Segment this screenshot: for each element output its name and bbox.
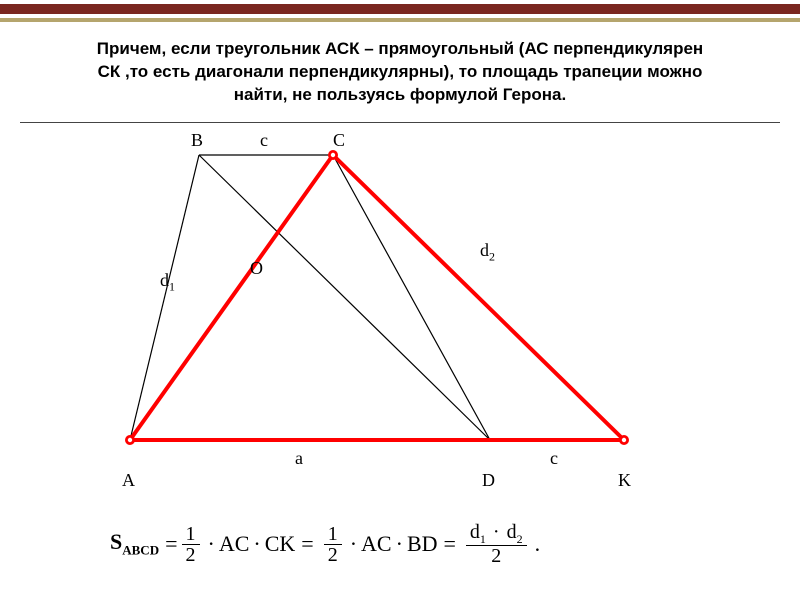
bar-primary — [0, 4, 800, 14]
mul4: · — [396, 531, 403, 557]
eq2: = — [301, 531, 313, 557]
header-bars — [0, 0, 800, 20]
frac-half-2: 1 2 — [324, 524, 342, 565]
formula-lhs: SABCD — [110, 529, 159, 558]
label-K: K — [618, 470, 631, 491]
den-2: 2 — [487, 546, 505, 566]
label-d1: d1 — [160, 270, 175, 295]
half-den-2: 2 — [324, 545, 342, 565]
formula-end: . — [535, 531, 541, 557]
term-AC-2: AC — [361, 531, 392, 557]
label-O: O — [250, 258, 263, 279]
label-c-top: c — [260, 130, 268, 151]
bar-accent — [0, 18, 800, 22]
diagonal-BD — [199, 155, 490, 440]
term-CK: CK — [265, 531, 296, 557]
term-AC-1: AC — [219, 531, 250, 557]
frac-d1d2: d1 · d2 2 — [466, 522, 527, 566]
label-A: A — [122, 470, 135, 491]
area-formula: SABCD = 1 2 · AC · CK = 1 2 · AC · BD = … — [110, 522, 540, 566]
title-line-2: СК ,то есть диагонали перпендикулярны), … — [50, 61, 750, 84]
label-c-bottom: c — [550, 448, 558, 469]
title-line-3: найти, не пользуясь формулой Герона. — [50, 84, 750, 107]
d1d2-num: d1 · d2 — [466, 522, 527, 545]
edge-CK — [333, 155, 624, 440]
label-d2: d2 — [480, 240, 495, 265]
half-num-1: 1 — [182, 524, 200, 544]
label-C: C — [333, 130, 345, 151]
vertices — [125, 150, 629, 445]
diagram-svg — [60, 130, 680, 500]
mul2: · — [253, 531, 260, 557]
mul3: · — [350, 531, 357, 557]
half-den-1: 2 — [182, 545, 200, 565]
term-BD: BD — [407, 531, 438, 557]
label-d1-sub: 1 — [169, 280, 175, 294]
title-line-1: Причем, если треугольник АСК – прямоугол… — [50, 38, 750, 61]
label-d1-text: d — [160, 270, 169, 290]
frac-half-1: 1 2 — [182, 524, 200, 565]
formula-S: S — [110, 529, 122, 554]
label-a: a — [295, 448, 303, 469]
eq1: = — [165, 531, 177, 557]
label-B: B — [191, 130, 203, 151]
label-d2-sub: 2 — [489, 250, 495, 264]
edge-CD — [333, 155, 490, 440]
half-num-2: 1 — [324, 524, 342, 544]
label-d2-text: d — [480, 240, 489, 260]
divider — [20, 122, 780, 123]
slide-title: Причем, если треугольник АСК – прямоугол… — [50, 38, 750, 107]
d1-s: 1 — [480, 532, 486, 546]
edge-AB — [130, 155, 199, 440]
mul1: · — [208, 531, 215, 557]
geometry-diagram: B c C d1 O d2 a c A D K — [60, 130, 680, 500]
d2-n: d — [507, 521, 517, 543]
label-D: D — [482, 470, 495, 491]
eq3: = — [444, 531, 456, 557]
d1-n: d — [470, 521, 480, 543]
mul5: · — [493, 521, 500, 543]
d2-s: 2 — [517, 532, 523, 546]
thin-lines — [130, 155, 490, 440]
highlight-triangle — [130, 155, 624, 440]
formula-S-sub: ABCD — [122, 543, 159, 558]
edge-AC — [130, 155, 333, 440]
